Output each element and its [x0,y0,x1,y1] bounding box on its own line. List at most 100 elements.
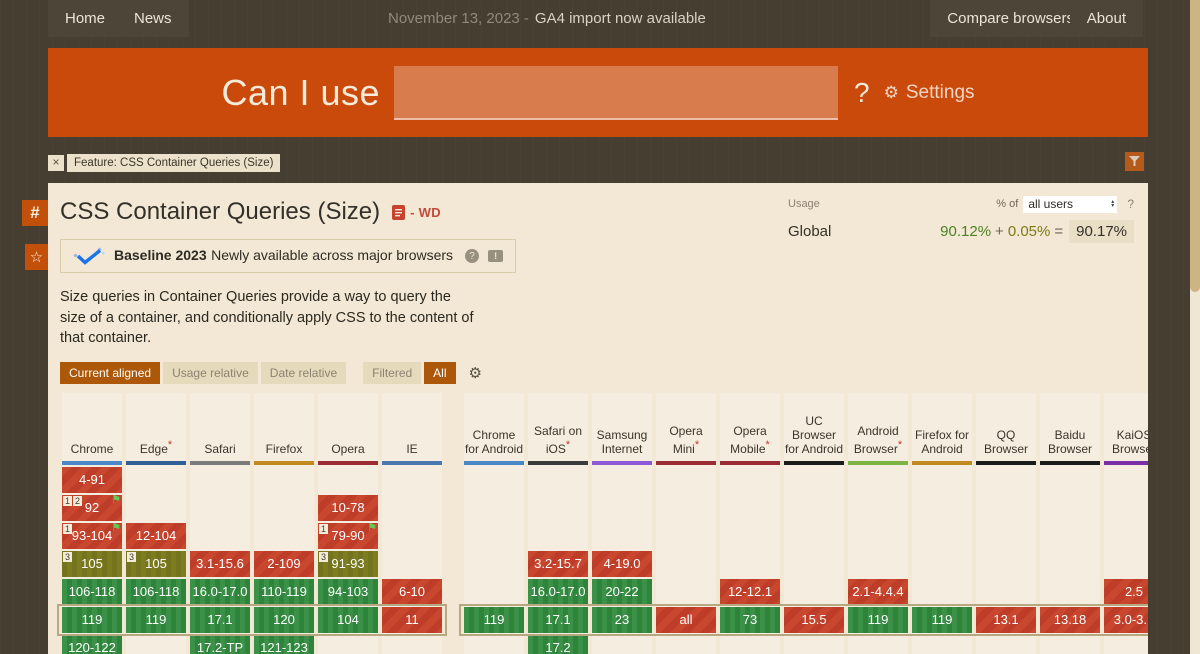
support-cell-opera-mobile-73[interactable]: 73 [720,606,780,633]
cell-slot [720,635,780,654]
cell-slot [720,551,780,577]
permalink-button[interactable]: # [22,200,48,226]
support-cell-kaios-browser-2.5[interactable]: 2.5 [1104,578,1148,605]
support-cell-safari-17.1[interactable]: 17.1 [190,606,250,633]
cell-slot: 3 105 [62,550,122,577]
note-asterisk-icon: * [765,438,770,451]
feature-search-input[interactable] [394,65,647,118]
support-cell-chrome-119[interactable]: 119 [62,606,122,633]
control-filtered[interactable]: Filtered [363,361,422,384]
favorite-star-button[interactable]: ☆ [25,244,48,270]
support-cell-samsung-internet-4-19.0[interactable]: 4-19.0 [592,550,652,577]
support-cell-opera-94-103[interactable]: 94-103 [318,578,378,605]
support-cell-safari-on-ios-17.1[interactable]: 17.1 [528,606,588,633]
support-cell-firefox-120[interactable]: 120 [254,606,314,633]
support-cell-safari-on-ios-16.0-17.0[interactable]: 16.0-17.0 [528,578,588,605]
cell-slot: 104 [318,606,378,633]
support-cell-chrome-4-91[interactable]: 4-91 [62,466,122,493]
cell-slot: 119 [848,606,908,633]
scrollbar-thumb[interactable] [1190,0,1200,292]
audience-select[interactable]: all users ▴ ▾ [1023,195,1118,213]
cell-slot [382,523,442,549]
support-cell-edge-119[interactable]: 119 [126,606,186,633]
browser-column-samsung-internet: Samsung Internet 4-19.0 20-22 23 [592,392,652,654]
support-cell-android-browser-119[interactable]: 119 [848,606,908,633]
browser-color-bar [318,460,378,465]
baseline-help-icon[interactable]: ? [465,249,480,263]
browser-name-label: Safari [204,441,236,456]
table-settings-gear-icon[interactable]: ⚙ [468,364,482,382]
browser-color-bar [1040,460,1100,465]
support-cell-ie-11[interactable]: 11 [382,606,442,633]
filter-button[interactable] [1125,152,1144,171]
nav-compare-browsers[interactable]: Compare browsers [930,0,1091,37]
support-cell-edge-105[interactable]: 3 105 [126,550,186,577]
support-cell-baidu-browser-13.18[interactable]: 13.18 [1040,606,1100,633]
support-cell-chrome-105[interactable]: 3 105 [62,550,122,577]
feature-search-input-secondary[interactable] [646,65,899,118]
support-cell-ie-6-10[interactable]: 6-10 [382,578,442,605]
nav-about[interactable]: About [1069,0,1143,37]
announcement-link[interactable]: GA4 import now available [534,10,706,27]
cell-slot: 11 [382,606,442,633]
support-cell-edge-106-118[interactable]: 106-118 [126,578,186,605]
support-cell-qq-browser-13.1[interactable]: 13.1 [976,606,1036,633]
close-icon[interactable]: × [48,155,64,171]
support-cell-opera-91-93[interactable]: 3 91-93 [318,550,378,577]
support-cell-safari-on-ios-17.2[interactable]: 17.2 [528,634,588,654]
browser-column-chrome: Chrome 4-91 1 2 92 ⚑ 1 93-104 ⚑ 3 105 106-118 119 120… [62,392,122,654]
browser-name-label: Baidu Browser [1047,428,1092,456]
support-cell-chrome-92[interactable]: 1 2 92 ⚑ [62,493,122,521]
control-current-aligned[interactable]: Current aligned [60,361,161,384]
nav-news[interactable]: News [117,0,189,37]
support-cell-kaios-browser-3.0-3.1[interactable]: 3.0-3.1 [1104,606,1148,633]
control-date-relative[interactable]: Date relative [260,361,347,384]
browser-name-label: Samsung Internet [596,428,648,456]
cell-slot: 4-19.0 [592,550,652,577]
flag-icon: ⚑ [111,493,121,506]
cell-slot: 3.1-15.6 [190,550,250,577]
support-cell-opera-mobile-12-12.1[interactable]: 12-12.1 [720,578,780,605]
spec-status[interactable]: - WD [410,204,441,220]
cell-slot [720,495,780,521]
support-cell-uc-browser-for-android-15.5[interactable]: 15.5 [784,606,844,633]
search-help-icon[interactable]: ? [854,76,870,108]
support-cell-opera-mini-all[interactable]: all [656,606,716,633]
support-cell-opera-104[interactable]: 104 [318,606,378,633]
nav-home[interactable]: Home [48,0,123,37]
feedback-bubble-icon[interactable]: ! [488,250,504,262]
support-table: Chrome 4-91 1 2 92 ⚑ 1 93-104 ⚑ 3 105 106-118 119 120… [57,392,1148,654]
support-cell-safari-17.2-TP[interactable]: 17.2-TP [190,634,250,654]
support-cell-firefox-2-109[interactable]: 2-109 [254,550,314,577]
cell-slot [784,635,844,654]
cell-slot [976,579,1036,605]
usage-help-icon[interactable]: ? [1127,197,1134,211]
support-cell-chrome-for-android-119[interactable]: 119 [464,606,524,633]
support-cell-opera-10-78[interactable]: 10-78 [318,494,378,521]
cell-slot [976,635,1036,654]
cell-slot: 94-103 [318,578,378,605]
spec-doc-icon[interactable] [392,204,406,220]
support-cell-safari-16.0-17.0[interactable]: 16.0-17.0 [190,578,250,605]
cell-slot [528,495,588,521]
control-usage-relative[interactable]: Usage relative [163,361,258,384]
support-cell-edge-12-104[interactable]: 12-104 [126,522,186,549]
support-cell-safari-on-ios-3.2-15.7[interactable]: 3.2-15.7 [528,550,588,577]
support-cell-firefox-for-android-119[interactable]: 119 [912,606,972,633]
support-cell-safari-3.1-15.6[interactable]: 3.1-15.6 [190,550,250,577]
support-cell-android-browser-2.1-4.4.4[interactable]: 2.1-4.4.4 [848,578,908,605]
support-cell-opera-79-90[interactable]: 1 79-90 ⚑ [318,522,378,549]
support-cell-samsung-internet-23[interactable]: 23 [592,606,652,633]
search-box [394,65,899,120]
support-cell-chrome-93-104[interactable]: 1 93-104 ⚑ [62,522,122,549]
support-cell-chrome-106-118[interactable]: 106-118 [62,578,122,605]
cell-slot: 16.0-17.0 [190,578,250,605]
site-logo[interactable]: Can I use [221,71,381,113]
support-cell-chrome-120-122[interactable]: 120-122 [62,634,122,654]
support-cell-firefox-110-119[interactable]: 110-119 [254,578,314,605]
control-all[interactable]: All [424,361,456,384]
settings-button[interactable]: ⚙ Settings [884,82,975,104]
support-cell-samsung-internet-20-22[interactable]: 20-22 [592,578,652,605]
support-cell-firefox-121-123[interactable]: 121-123 [254,634,314,654]
